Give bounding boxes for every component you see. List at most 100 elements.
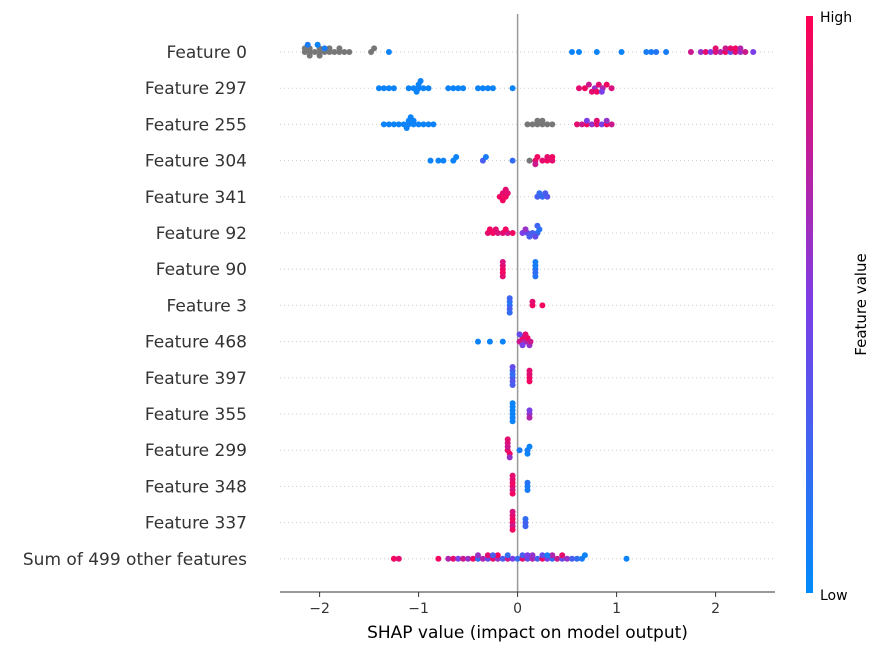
feature-label: Feature 341 bbox=[145, 188, 247, 208]
shap-point bbox=[455, 555, 462, 562]
shap-point bbox=[593, 49, 600, 55]
shap-point bbox=[482, 154, 489, 160]
shap-point bbox=[648, 49, 655, 55]
shap-point bbox=[509, 490, 516, 497]
shap-point bbox=[450, 555, 457, 562]
shap-point bbox=[321, 45, 328, 52]
shap-point bbox=[549, 552, 556, 559]
shap-point bbox=[524, 121, 531, 128]
shap-point bbox=[489, 552, 496, 559]
shap-point bbox=[574, 121, 580, 128]
shap-point bbox=[415, 121, 422, 128]
shap-point bbox=[435, 157, 442, 164]
colorbar-title: Feature value bbox=[852, 253, 870, 355]
shap-point bbox=[385, 121, 392, 128]
feature-label: Feature 92 bbox=[156, 224, 247, 244]
shap-point bbox=[453, 154, 460, 160]
shap-point bbox=[603, 117, 610, 124]
data-points bbox=[301, 41, 757, 562]
shap-point bbox=[390, 121, 397, 128]
shap-point bbox=[526, 443, 533, 450]
shap-point bbox=[534, 555, 541, 562]
shap-point bbox=[702, 49, 709, 55]
shap-point bbox=[559, 552, 566, 559]
shap-point bbox=[509, 418, 516, 425]
shap-point bbox=[509, 85, 516, 92]
shap-point bbox=[509, 382, 516, 388]
shap-point bbox=[499, 338, 506, 345]
shap-point bbox=[425, 121, 432, 128]
shap-point bbox=[712, 45, 719, 52]
shap-point bbox=[395, 555, 402, 562]
shap-point bbox=[574, 555, 580, 562]
shap-point bbox=[435, 555, 442, 562]
shap-point bbox=[460, 555, 467, 562]
shap-point bbox=[380, 121, 387, 128]
feature-label: Feature 3 bbox=[167, 296, 247, 316]
shap-point bbox=[526, 407, 533, 414]
shap-point bbox=[603, 81, 610, 88]
feature-label: Feature 297 bbox=[145, 79, 247, 99]
shap-point bbox=[687, 49, 694, 55]
shap-point bbox=[475, 338, 481, 345]
shap-point bbox=[727, 45, 734, 52]
shap-point bbox=[527, 338, 534, 345]
shap-point bbox=[737, 45, 744, 52]
shap-point bbox=[707, 49, 714, 55]
shap-point bbox=[608, 85, 615, 92]
feature-labels: Feature 0 Feature 297 Feature 255 Feature 3… bbox=[23, 43, 247, 570]
shap-point bbox=[306, 52, 313, 59]
x-axis-ticks: −2 −1 0 1 2 bbox=[309, 592, 720, 617]
shap-point bbox=[494, 552, 501, 559]
shap-point bbox=[526, 414, 533, 421]
shap-point bbox=[304, 41, 311, 48]
shap-point bbox=[526, 367, 533, 374]
shap-point bbox=[509, 400, 516, 407]
shap-point bbox=[593, 117, 600, 124]
shap-point bbox=[522, 226, 529, 233]
shap-point bbox=[475, 552, 481, 559]
shap-point bbox=[514, 555, 521, 562]
shap-point bbox=[465, 555, 472, 562]
shap-point bbox=[593, 88, 600, 95]
shap-point bbox=[479, 85, 486, 92]
shap-point bbox=[385, 85, 392, 92]
shap-point bbox=[509, 508, 516, 515]
feature-label: Sum of 499 other features bbox=[23, 550, 247, 570]
shap-point bbox=[326, 45, 333, 52]
shap-point bbox=[509, 230, 516, 236]
shap-point bbox=[532, 161, 539, 168]
shap-point bbox=[539, 302, 546, 309]
shap-point bbox=[663, 49, 670, 55]
shap-point bbox=[623, 555, 630, 562]
shap-point bbox=[502, 226, 509, 233]
shap-point bbox=[492, 226, 499, 233]
shap-point bbox=[536, 190, 543, 197]
shap-point bbox=[579, 121, 585, 128]
shap-point bbox=[499, 555, 506, 562]
shap-point bbox=[346, 49, 353, 55]
shap-point bbox=[499, 259, 506, 265]
shap-point bbox=[509, 472, 516, 479]
shap-point bbox=[598, 88, 605, 95]
shap-point bbox=[539, 157, 546, 164]
shap-point bbox=[529, 552, 536, 559]
shap-point bbox=[385, 49, 392, 55]
shap-point bbox=[390, 85, 397, 92]
shap-point bbox=[336, 45, 343, 52]
feature-label: Feature 348 bbox=[145, 477, 247, 497]
shap-point bbox=[502, 186, 509, 193]
shap-point bbox=[475, 85, 481, 92]
shap-point bbox=[643, 49, 650, 55]
shap-point bbox=[522, 523, 529, 530]
shap-point bbox=[526, 378, 533, 385]
x-tick-label: 0 bbox=[513, 601, 522, 617]
shap-point bbox=[371, 45, 378, 52]
shap-point bbox=[509, 555, 516, 562]
shap-point bbox=[524, 552, 531, 559]
shap-point bbox=[450, 85, 457, 92]
shap-point bbox=[526, 233, 533, 240]
shap-point bbox=[717, 49, 724, 55]
shap-point bbox=[532, 259, 539, 265]
shap-point bbox=[516, 331, 523, 338]
